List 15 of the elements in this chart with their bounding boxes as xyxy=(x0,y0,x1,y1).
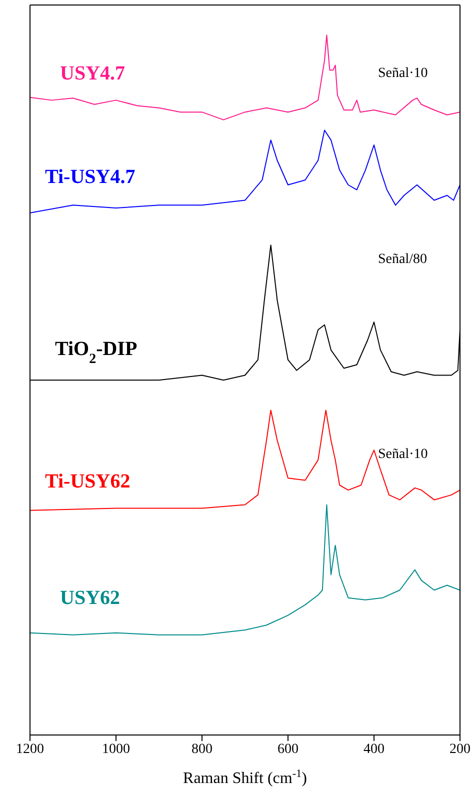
annotation: Señal·10 xyxy=(378,66,428,82)
series-label: USY62 xyxy=(60,586,120,609)
x-tick-label: 1000 xyxy=(102,742,130,757)
annotation: Señal·10 xyxy=(378,447,428,463)
x-axis-title: Raman Shift (cm$^{-1}$) xyxy=(183,768,307,787)
series-label: USY4.7 xyxy=(60,62,126,84)
x-tick-label: 600 xyxy=(278,742,298,757)
annotation: Señal/80 xyxy=(378,252,427,268)
x-tick-label: 1200 xyxy=(16,742,44,757)
series-label: Ti-USY4.7 xyxy=(45,166,136,188)
x-tick-label: 400 xyxy=(364,742,384,757)
x-tick-label: 200 xyxy=(450,742,470,757)
series-label: TiO$_{2}$-DIP xyxy=(55,338,138,367)
series-label: Ti-USY62 xyxy=(45,470,130,492)
x-tick-label: 800 xyxy=(192,742,212,757)
